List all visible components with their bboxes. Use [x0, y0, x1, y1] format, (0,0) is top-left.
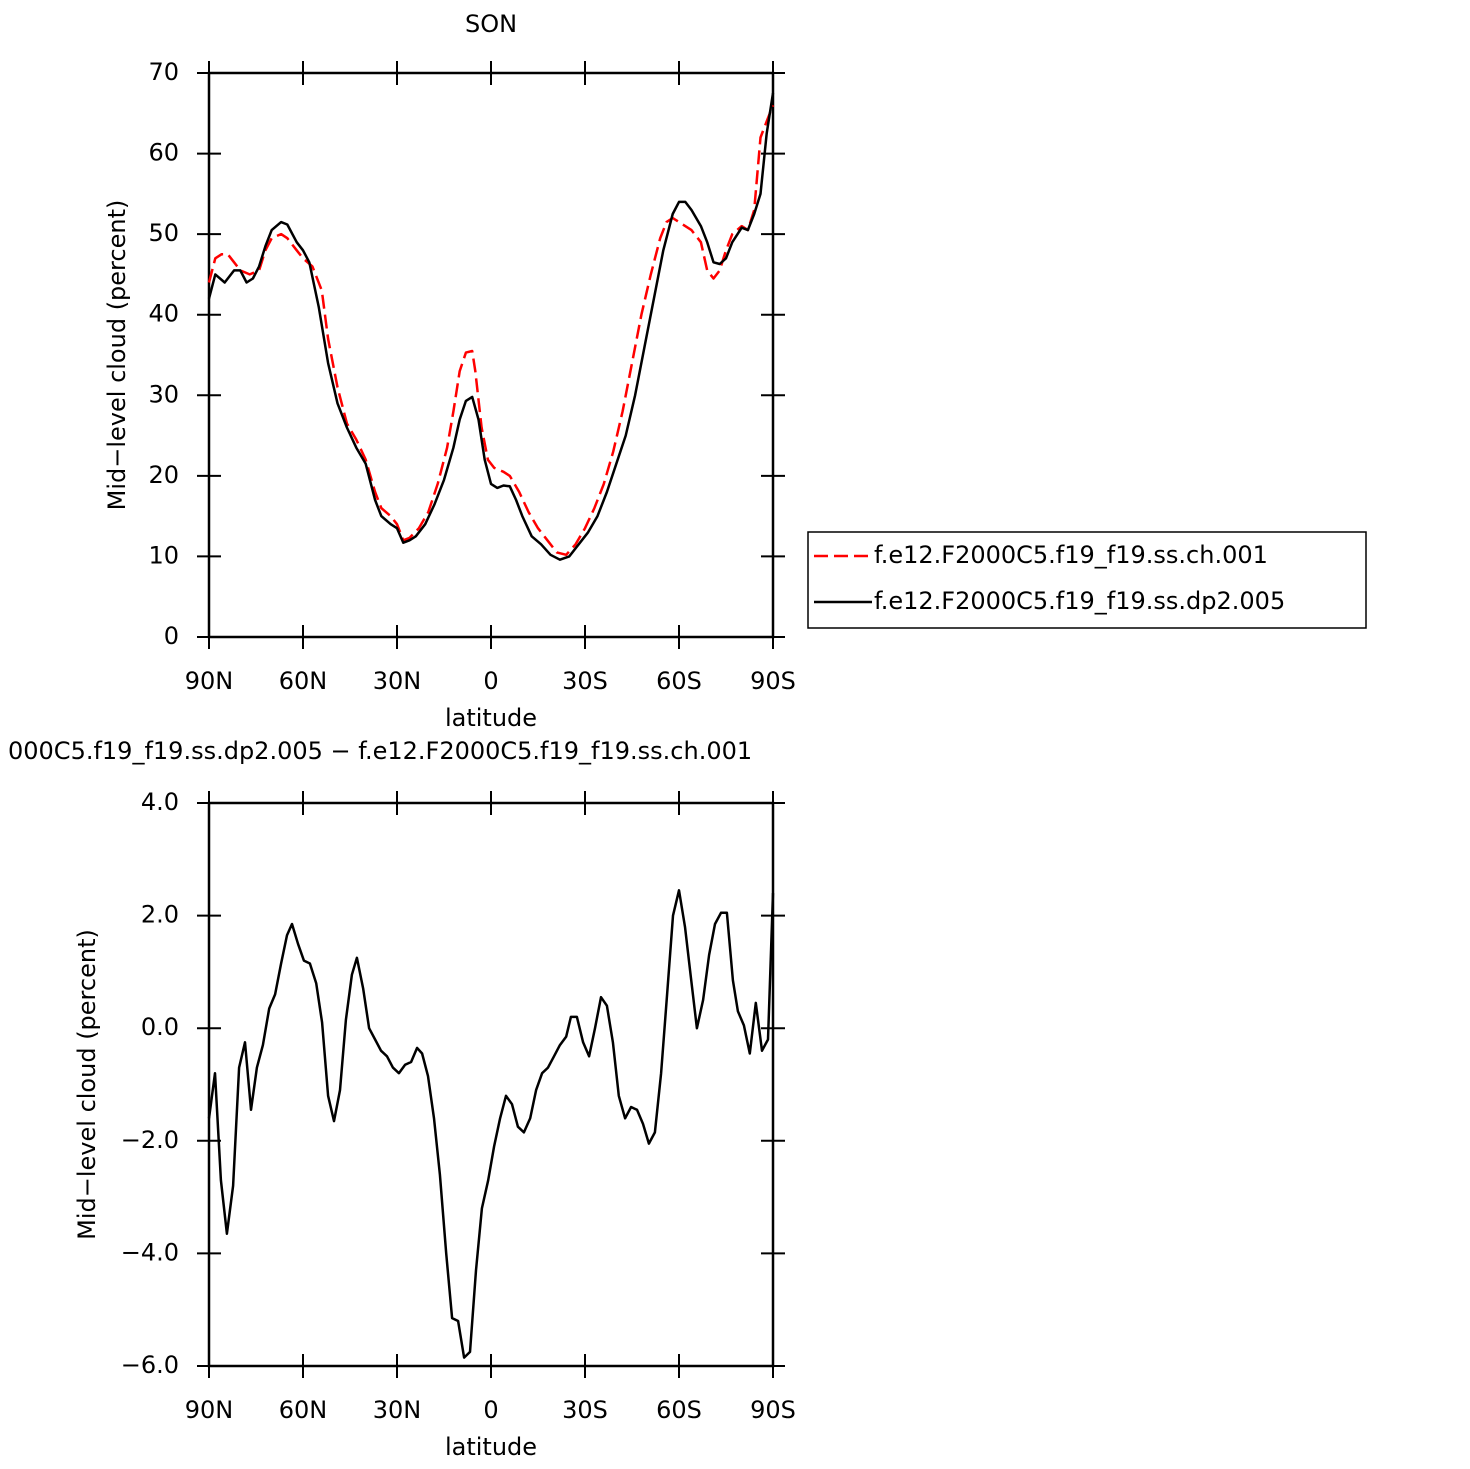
x-tick-label: 60S: [656, 1396, 702, 1424]
x-tick-label: 90N: [185, 667, 234, 695]
x-axis-label: latitude: [445, 704, 537, 732]
y-tick-label: 20: [148, 461, 179, 489]
plot-frame: [207, 801, 775, 1368]
y-tick-label: 4.0: [141, 788, 179, 816]
legend-box: [807, 531, 1367, 629]
x-tick-label: 30S: [562, 1396, 608, 1424]
plot-frame: [207, 71, 775, 639]
y-tick-label: 60: [148, 139, 179, 167]
y-tick-label: 40: [148, 300, 179, 328]
x-tick-label: 0: [483, 1396, 498, 1424]
x-tick-label: 60S: [656, 667, 702, 695]
x-tick-label: 30S: [562, 667, 608, 695]
data-line: [207, 92, 775, 561]
x-tick-label: 60N: [279, 1396, 328, 1424]
x-tick-label: 0: [483, 667, 498, 695]
y-tick-label: −2.0: [121, 1126, 179, 1154]
legend-label: f.e12.F2000C5.f19_f19.ss.dp2.005: [874, 587, 1285, 615]
y-tick-label: 70: [148, 58, 179, 86]
y-tick-label: 30: [148, 380, 179, 408]
x-tick-label: 90S: [750, 1396, 796, 1424]
y-tick-label: 50: [148, 219, 179, 247]
legend-label: f.e12.F2000C5.f19_f19.ss.ch.001: [874, 541, 1268, 569]
chart-title: 000C5.f19_f19.ss.dp2.005 − f.e12.F2000C5…: [8, 737, 752, 765]
y-tick-label: 0: [164, 622, 179, 650]
x-tick-label: 90N: [185, 1396, 234, 1424]
y-tick-label: 10: [148, 541, 179, 569]
y-tick-label: 0.0: [141, 1013, 179, 1041]
x-tick-label: 90S: [750, 667, 796, 695]
x-tick-label: 60N: [279, 667, 328, 695]
y-axis-label: Mid−level cloud (percent): [103, 200, 131, 511]
y-axis-label: Mid−level cloud (percent): [73, 929, 101, 1240]
y-tick-label: 2.0: [141, 901, 179, 929]
x-axis-label: latitude: [445, 1433, 537, 1461]
y-tick-label: −6.0: [121, 1351, 179, 1379]
chart-title: SON: [465, 10, 517, 38]
data-line: [207, 104, 775, 557]
x-tick-label: 30N: [373, 667, 422, 695]
x-tick-label: 30N: [373, 1396, 422, 1424]
y-tick-label: −4.0: [121, 1238, 179, 1266]
data-line: [207, 889, 775, 1359]
